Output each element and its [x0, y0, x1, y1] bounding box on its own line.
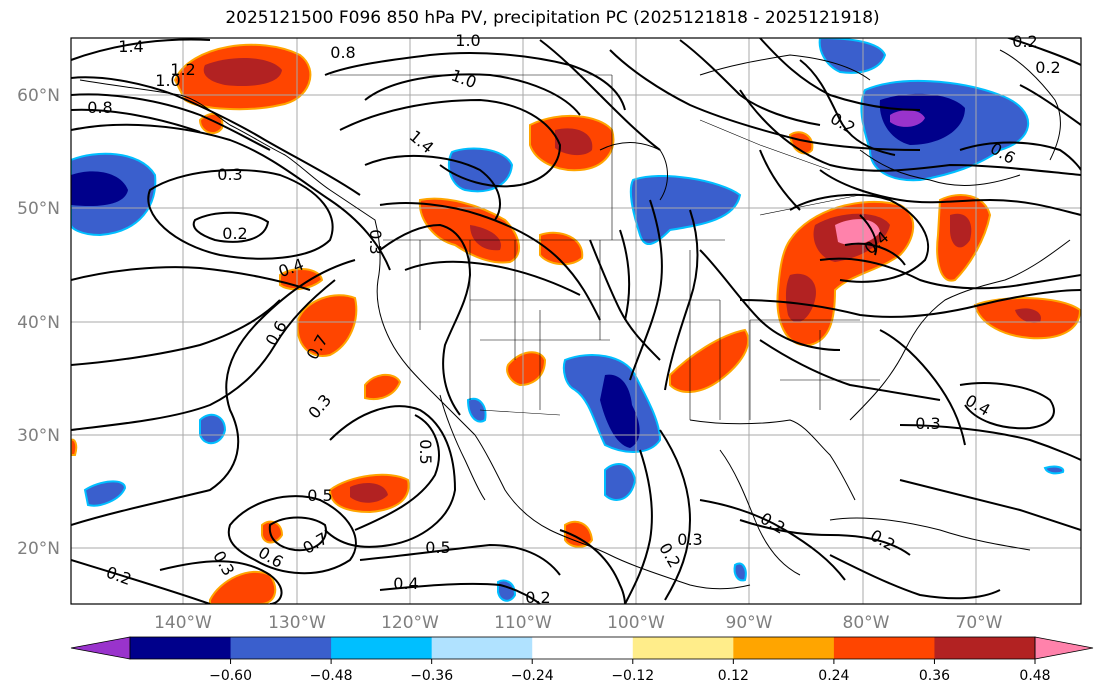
colorbar-swatch: [733, 637, 835, 659]
lat-label: 20°N: [17, 539, 60, 559]
lat-label: 50°N: [17, 199, 60, 219]
lon-label: 110°W: [494, 613, 552, 633]
contour-label: 1.0: [155, 71, 180, 90]
colorbar-swatch: [230, 637, 332, 659]
graticule: [71, 38, 1081, 604]
colorbar-tick-label: 0.12: [718, 668, 749, 684]
contour-label: 0.3: [217, 165, 242, 184]
contour-label: 1.4: [118, 37, 143, 56]
colorbar-tick-label: −0.24: [511, 668, 554, 684]
lat-label: 30°N: [17, 426, 60, 446]
lon-axis: 140°W 130°W 120°W 110°W 100°W 90°W 80°W …: [154, 613, 1003, 633]
lon-label: 70°W: [956, 613, 1003, 633]
contour-label: 0.5: [425, 538, 450, 557]
colorbar-swatch: [532, 637, 634, 659]
contour-label: 0.2: [1012, 32, 1037, 51]
colorbar-swatch: [934, 637, 1036, 659]
contour-label: 0.8: [87, 98, 112, 117]
colorbar-tick-label: 0.36: [919, 668, 950, 684]
map-title: 2025121500 F096 850 hPa PV, precipitatio…: [225, 8, 880, 28]
contour-label: 1.2: [170, 60, 195, 79]
contour-label: 1.0: [455, 31, 480, 50]
coastlines: [79, 49, 1071, 590]
colorbar-ticks: −0.60 −0.48 −0.36 −0.24 −0.12 0.12 0.24 0.36 0.4…: [209, 659, 1051, 684]
colorbar-max-arrow: [1034, 636, 1094, 660]
colorbar-tick-label: −0.48: [310, 668, 353, 684]
lat-label: 40°N: [17, 313, 60, 333]
contour-label: 0.3: [366, 229, 385, 254]
lon-label: 100°W: [607, 613, 665, 633]
colorbar-swatch: [331, 637, 433, 659]
contour-label: 0.3: [915, 414, 940, 433]
contour-label: 0.2: [525, 588, 550, 607]
colorbar-min-arrow: [70, 636, 131, 660]
contour-label: 0.5: [307, 486, 332, 505]
colorbar-swatch: [130, 637, 232, 659]
colorbar-frame: [129, 636, 1036, 660]
political-borders: [330, 74, 880, 420]
colorbar-swatch: [833, 637, 935, 659]
colorbar-swatch: [431, 637, 533, 659]
colorbar-tick-label: −0.60: [209, 668, 252, 684]
pv-contours: [71, 38, 1081, 604]
plot-frame: [70, 37, 1082, 605]
lon-label: 120°W: [381, 613, 439, 633]
colorbar-tick-label: 0.48: [1019, 668, 1050, 684]
contour-label: 0.5: [416, 439, 435, 464]
colorbar: [70, 636, 1094, 660]
contour-label: 0.3: [677, 530, 702, 549]
contour-label: 0.8: [330, 43, 355, 62]
colorbar-tick-label: 0.24: [818, 668, 849, 684]
colorbar-tick-label: −0.12: [611, 668, 654, 684]
colorbar-swatch: [632, 637, 734, 659]
lon-label: 140°W: [154, 613, 212, 633]
lon-label: 90°W: [726, 613, 773, 633]
lat-label: 60°N: [17, 86, 60, 106]
colorbar-tick-label: −0.36: [410, 668, 453, 684]
contour-label: 0.4: [393, 574, 418, 593]
lon-label: 130°W: [268, 613, 326, 633]
lat-axis: 60°N 50°N 40°N 30°N 20°N: [17, 86, 60, 559]
contour-label: 0.2: [1035, 58, 1060, 77]
contour-label: 0.2: [222, 224, 247, 243]
lon-label: 80°W: [843, 613, 890, 633]
